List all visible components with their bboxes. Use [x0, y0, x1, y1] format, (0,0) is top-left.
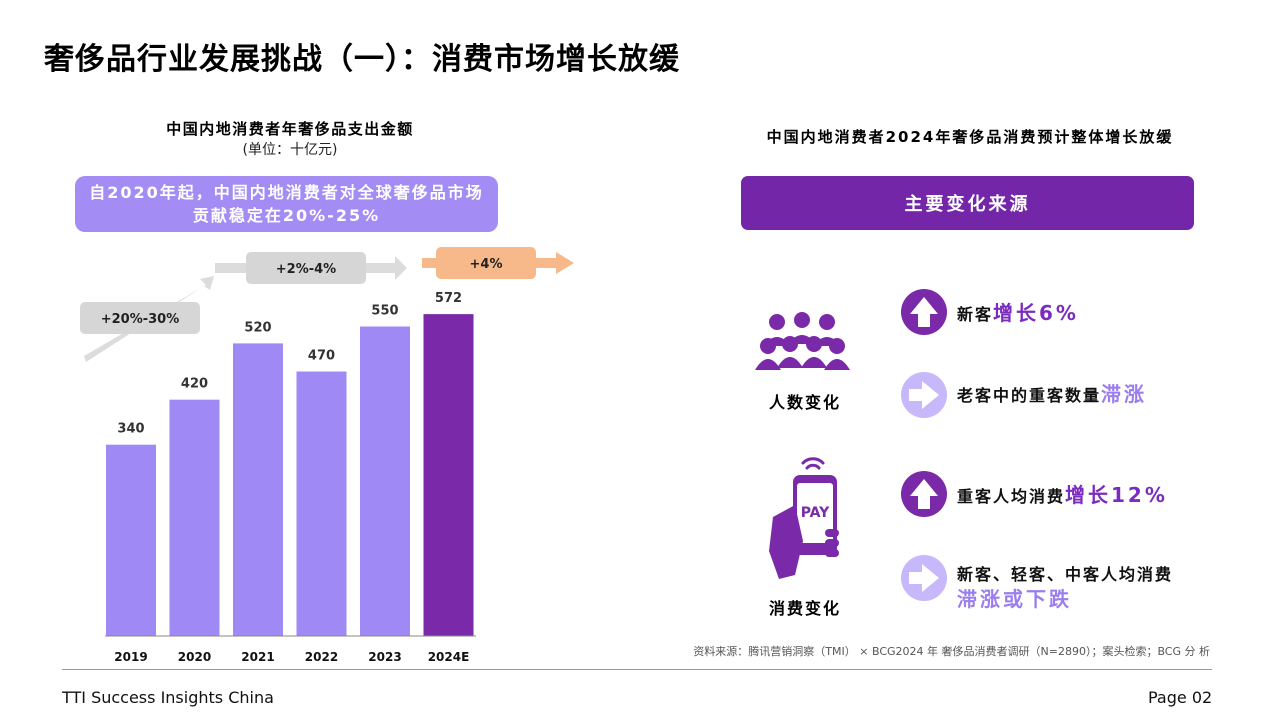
footer-divider — [62, 669, 1212, 670]
trend-label-2021-2023: +2%-4% — [276, 262, 336, 277]
footer-company: TTI Success Insights China — [62, 688, 274, 707]
stat-highlight: 增长12% — [1065, 483, 1168, 507]
category-label-2021: 2021 — [241, 650, 274, 664]
arrow-up-icon — [901, 471, 947, 517]
chart-subtitle: (单位：十亿元) — [242, 142, 338, 158]
category-label-2023: 2023 — [368, 650, 401, 664]
pay-phone-icon: PAY — [769, 457, 839, 579]
stat-new-customers: 新客增长6% — [957, 301, 1079, 325]
category-label-2020: 2020 — [178, 650, 211, 664]
main-source-banner: 主要变化来源 — [741, 176, 1194, 230]
trend-label-2024-box — [436, 247, 536, 279]
bar-2020 — [169, 399, 220, 636]
chart-title: 中国内地消费者年奢侈品支出金额 — [166, 120, 414, 138]
value-label-2019: 340 — [117, 422, 144, 437]
stat-heavy-spending: 重客人均消费增长12% — [957, 483, 1168, 507]
bar-2019 — [106, 444, 156, 636]
bar-2023 — [360, 326, 410, 636]
arrow-right-icon — [901, 372, 947, 418]
bar-2022 — [296, 371, 347, 636]
trend-label-2021-2023-box — [246, 252, 366, 284]
stat-other-spending: 新客、轻客、中客人均消费 滞涨或下跌 — [957, 565, 1174, 611]
value-label-2024E: 572 — [435, 291, 462, 306]
category-label-2019: 2019 — [114, 650, 147, 664]
category-label-2024E: 2024E — [428, 650, 470, 664]
stat-highlight: 增长6% — [993, 301, 1079, 325]
value-label-2023: 550 — [371, 304, 398, 319]
page-title: 奢侈品行业发展挑战（一）：消费市场增长放缓 — [44, 42, 680, 77]
category-label-2022: 2022 — [305, 650, 338, 664]
stat-highlight: 滞涨 — [1101, 382, 1148, 406]
bar-2021 — [233, 343, 283, 636]
group-label-spending: 消费变化 — [768, 599, 841, 618]
value-label-2022: 470 — [308, 349, 335, 364]
pay-text: PAY — [801, 505, 830, 521]
trend-label-2024: +4% — [470, 257, 503, 272]
callout-box: 自2020年起，中国内地消费者对全球奢侈品市场贡献稳定在20%-25% — [75, 176, 498, 232]
bar-2024E — [423, 314, 474, 636]
stat-old-heavy-customers: 老客中的重客数量滞涨 — [957, 382, 1148, 406]
people-group-icon — [755, 312, 850, 370]
bar-chart: +20%-30% +2%-4% +4% 340 2019 420 2020 520 2021 4… — [80, 247, 574, 664]
trend-label-2019-2021-box — [80, 302, 200, 334]
value-label-2021: 520 — [244, 320, 271, 335]
right-panel-title: 中国内地消费者2024年奢侈品消费预计整体增长放缓 — [766, 128, 1174, 146]
arrow-right-icon — [901, 555, 947, 601]
arrow-up-icon — [901, 289, 947, 335]
group-label-people: 人数变化 — [768, 393, 841, 412]
source-note: 资料来源：腾讯营销洞察（TMI） × BCG2024 年 奢侈品消费者调研（N=… — [693, 645, 1210, 658]
trend-label-2019-2021: +20%-30% — [101, 312, 180, 327]
footer-page-number: Page 02 — [1148, 688, 1213, 707]
stat-highlight: 滞涨或下跌 — [957, 587, 1072, 611]
value-label-2020: 420 — [181, 377, 208, 392]
